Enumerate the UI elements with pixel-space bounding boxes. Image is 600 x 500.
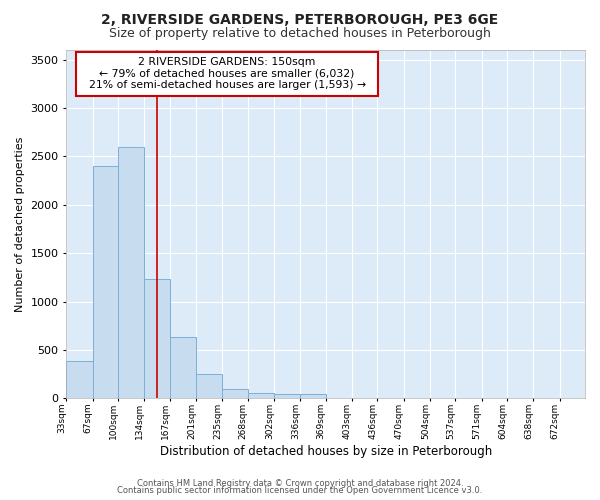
Text: Contains HM Land Registry data © Crown copyright and database right 2024.: Contains HM Land Registry data © Crown c…: [137, 478, 463, 488]
Bar: [300, 394, 326, 398]
Bar: [222, 388, 248, 398]
Bar: [144, 280, 170, 398]
Text: Size of property relative to detached houses in Peterborough: Size of property relative to detached ho…: [109, 28, 491, 40]
Y-axis label: Number of detached properties: Number of detached properties: [15, 136, 25, 312]
Text: 2, RIVERSIDE GARDENS, PETERBOROUGH, PE3 6GE: 2, RIVERSIDE GARDENS, PETERBOROUGH, PE3 …: [101, 12, 499, 26]
Text: Contains public sector information licensed under the Open Government Licence v3: Contains public sector information licen…: [118, 486, 482, 495]
Bar: [196, 374, 222, 398]
Text: 2 RIVERSIDE GARDENS: 150sqm  
  ← 79% of detached houses are smaller (6,032)  
 : 2 RIVERSIDE GARDENS: 150sqm ← 79% of det…: [82, 57, 373, 90]
Bar: [170, 338, 196, 398]
Bar: [118, 147, 144, 399]
Bar: [92, 166, 118, 398]
Bar: [67, 360, 92, 399]
Bar: [274, 394, 300, 398]
X-axis label: Distribution of detached houses by size in Peterborough: Distribution of detached houses by size …: [160, 444, 492, 458]
Bar: [248, 393, 274, 398]
